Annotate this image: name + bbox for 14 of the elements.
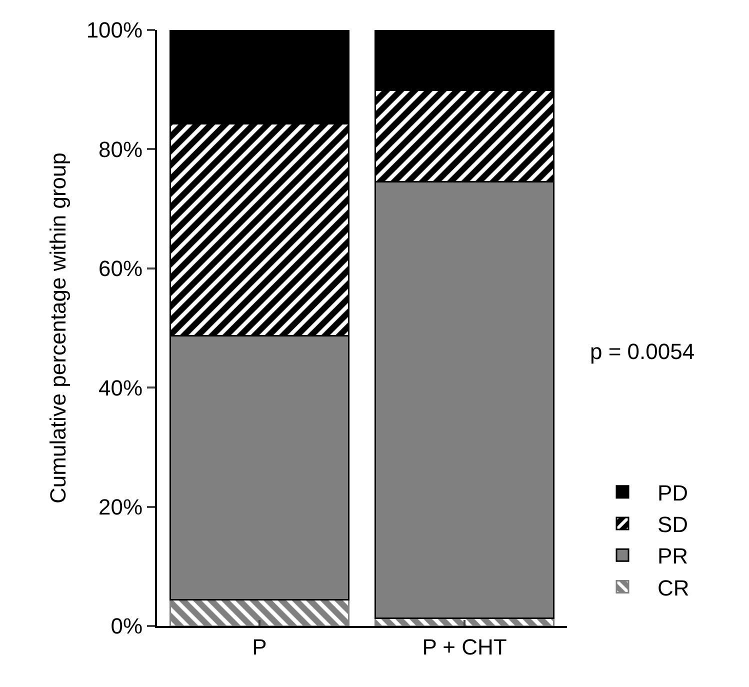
legend-label: PD [658, 480, 688, 506]
y-tick-label: 0% [110, 614, 143, 639]
x-tick-label: P [252, 634, 267, 660]
y-tick-label: 80% [98, 136, 143, 162]
text: SD [658, 512, 688, 538]
text: CR [658, 575, 690, 600]
legend-label: PR [658, 544, 688, 569]
y-tick-label: 20% [98, 494, 143, 520]
y-axis-title: Cumulative percentage within group [46, 152, 71, 504]
text: p = 0.0054 [590, 339, 695, 364]
y-tick-label: 40% [98, 375, 143, 400]
y-tick-label: 60% [98, 256, 143, 282]
y-tick-label: 100% [86, 18, 143, 43]
x-tick-label: P + CHT [422, 634, 507, 660]
